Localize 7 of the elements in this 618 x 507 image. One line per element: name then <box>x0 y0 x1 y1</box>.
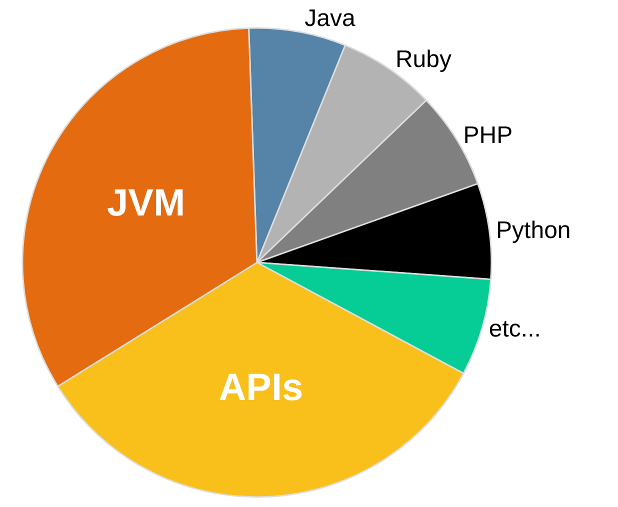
slice-label: etc... <box>488 315 541 342</box>
slice-label: Java <box>304 5 356 32</box>
slice-label: Python <box>496 217 571 244</box>
slice-label: JVM <box>106 182 186 224</box>
slice-label: APIs <box>218 367 304 410</box>
slice-label: PHP <box>463 122 513 150</box>
slice-label: Ruby <box>395 46 452 73</box>
